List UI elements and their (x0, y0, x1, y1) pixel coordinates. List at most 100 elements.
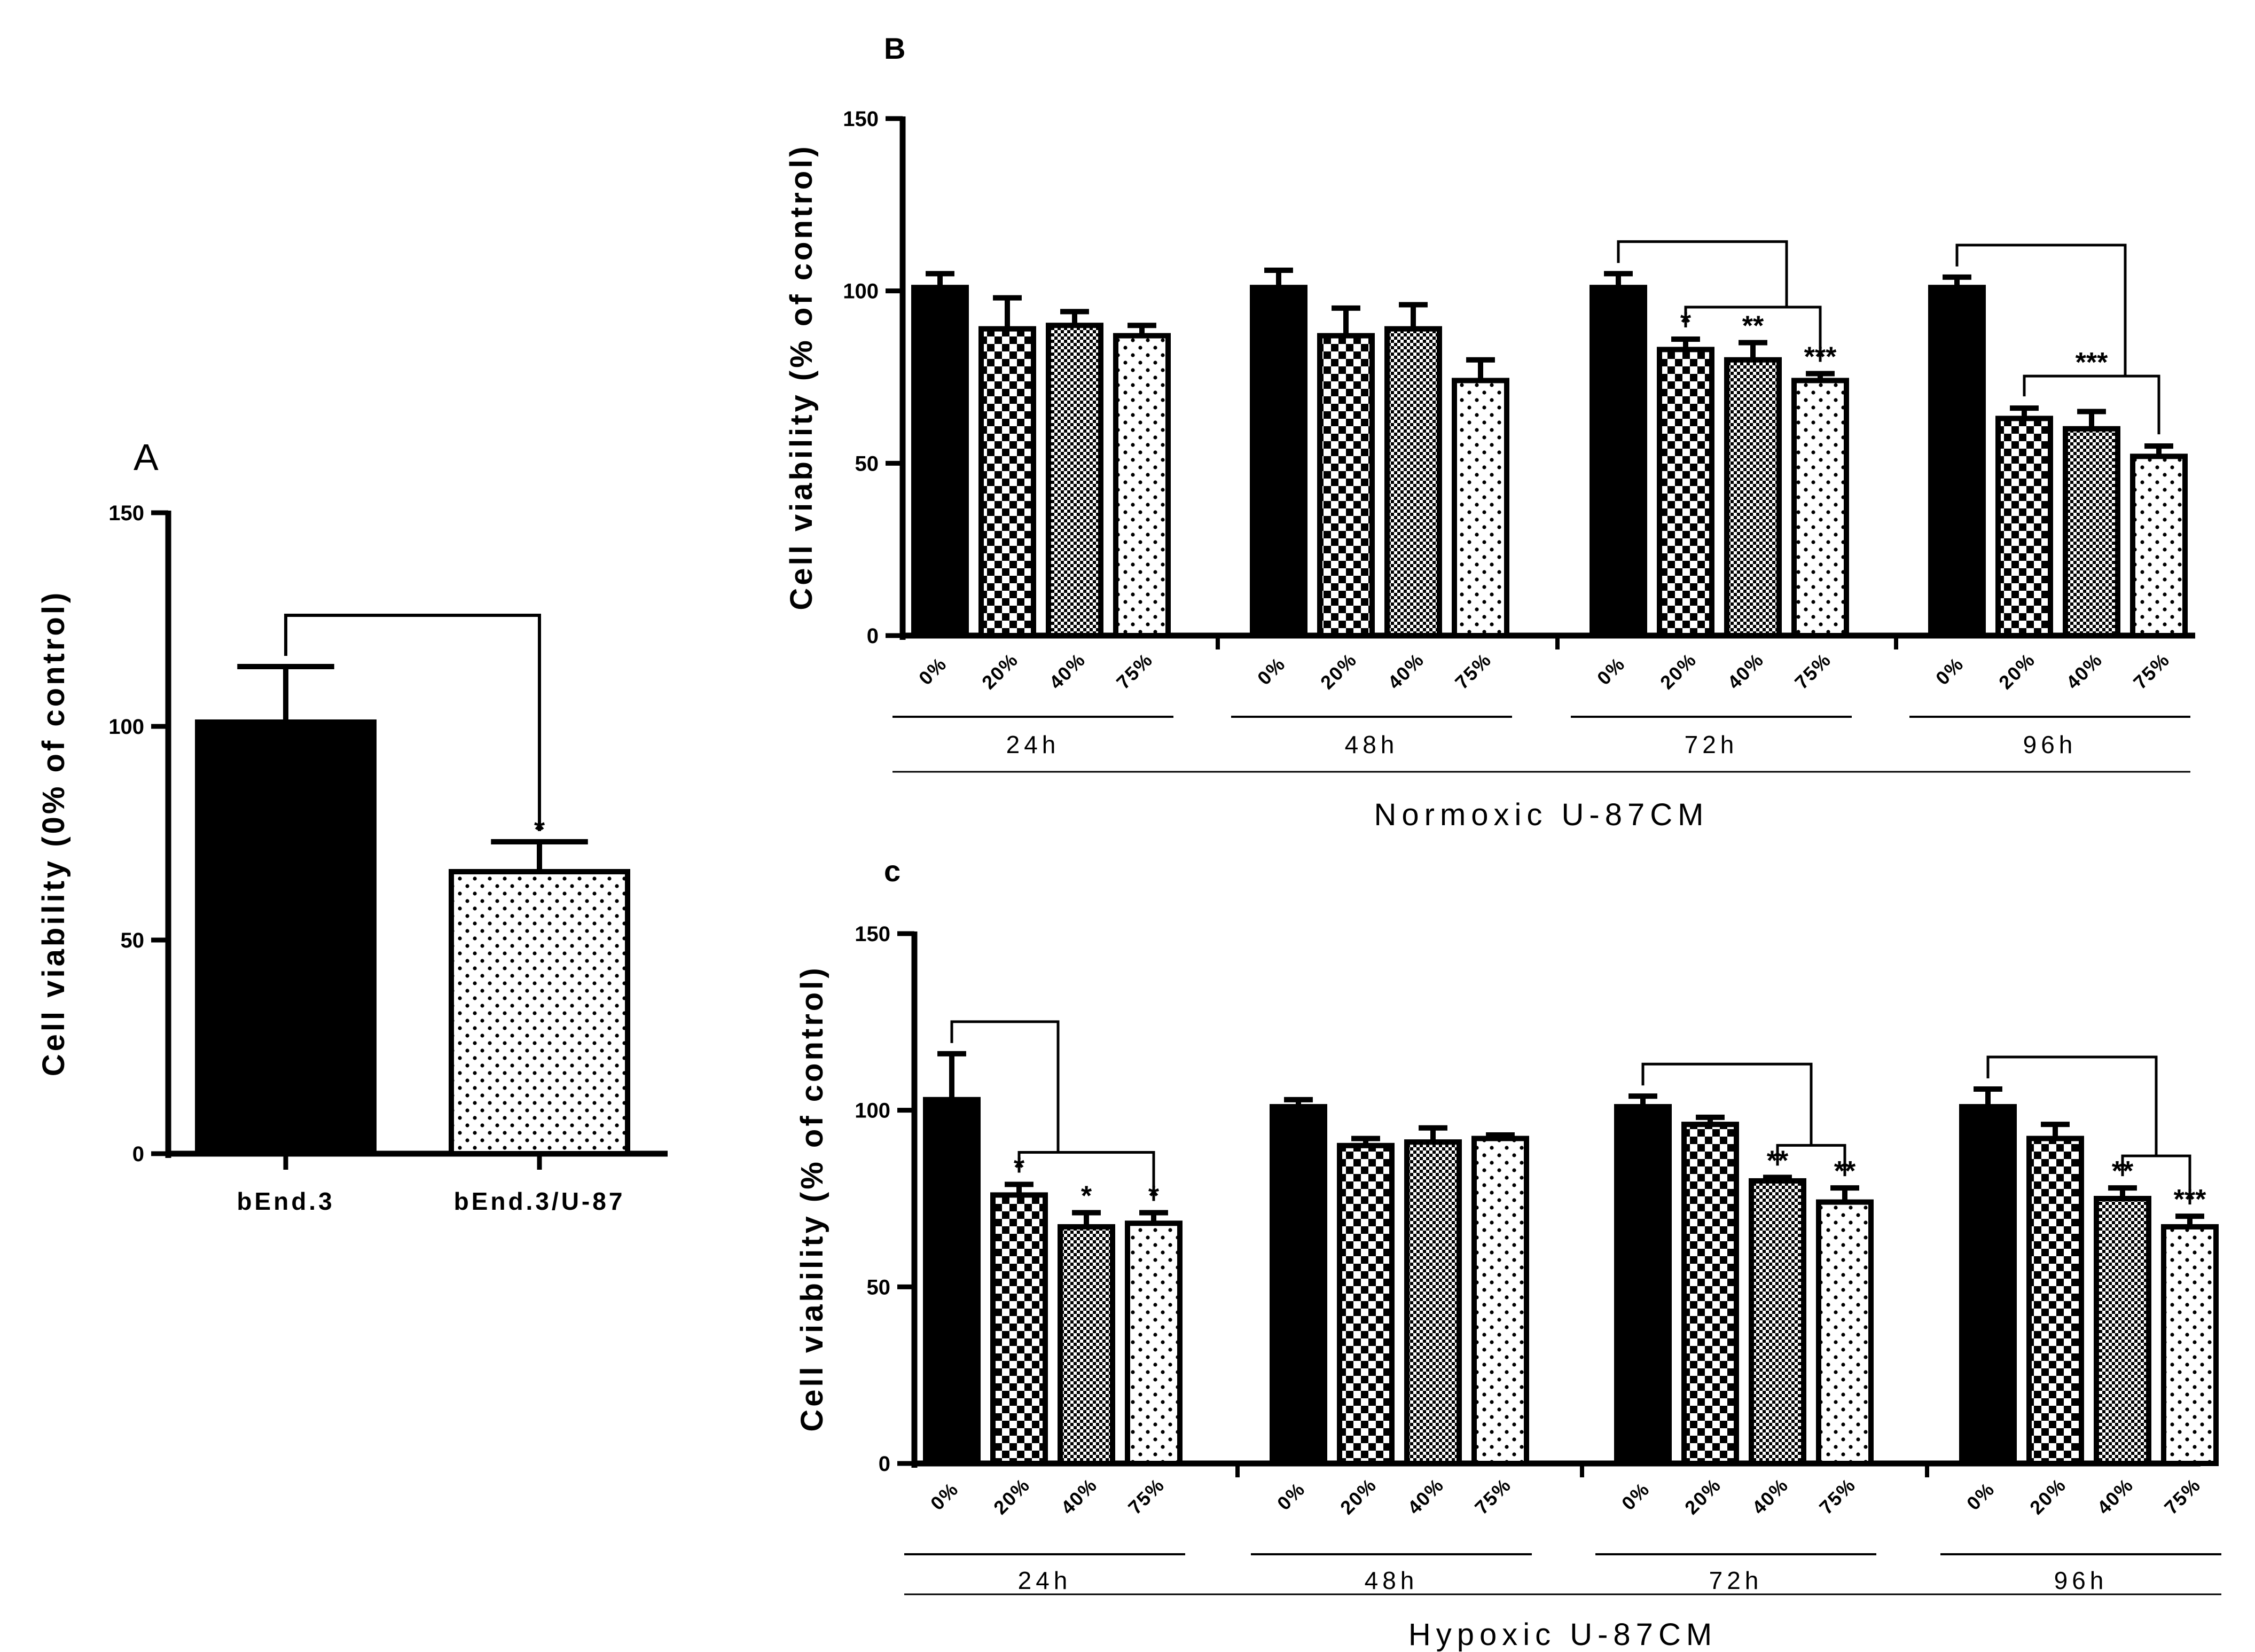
B-bar-72h-0% (1590, 285, 1647, 638)
C-xlabel-48h-2: 40% (1403, 1474, 1448, 1518)
B-condition-label: Normoxic U-87CM (1374, 797, 1709, 832)
B-bracket-outer-1 (1955, 244, 2127, 377)
C-bracket-inner-0 (1017, 1151, 1155, 1201)
C-xlabel-48h-0: 0% (1273, 1478, 1310, 1515)
B-ytick-label-150: 150 (843, 107, 879, 131)
B-xlabel-72h-3: 75% (1790, 648, 1835, 693)
C-bracket-inner-2 (2121, 1154, 2191, 1205)
B-xlabel-24h-3: 75% (1112, 648, 1157, 693)
C-bar-24h-20% (990, 1192, 1048, 1467)
C-bar-24h-75% (1125, 1220, 1183, 1466)
C-bar-48h-20% (1337, 1142, 1395, 1467)
C-ytick-label-50: 50 (867, 1275, 891, 1299)
panel-c-chart: 0 50 100 150 Cell viability (% of control) c 0… (795, 854, 2221, 1652)
B-xlabel-48h-3: 75% (1451, 648, 1495, 693)
A-panel-label: A (134, 436, 159, 478)
C-xlabel-24h-3: 75% (1124, 1474, 1169, 1518)
A-ytick-label-100: 100 (108, 715, 144, 739)
C-xlabel-96h-3: 75% (2160, 1474, 2205, 1518)
C-group-label-3: 96h (2054, 1567, 2108, 1594)
B-bar-24h-40% (1046, 323, 1103, 638)
A-ytick-label-0: 0 (132, 1142, 144, 1166)
B-bar-96h-40% (2063, 426, 2120, 638)
A-bar-1 (449, 869, 630, 1156)
B-bracket-label-1: *** (2076, 347, 2108, 378)
C-bar-24h-40% (1058, 1224, 1115, 1467)
C-xlabel-24h-0: 0% (926, 1478, 963, 1515)
B-bar-96h-20% (1995, 416, 2053, 638)
B-bar-24h-20% (978, 326, 1036, 638)
C-bar-96h-20% (2026, 1136, 2084, 1466)
B-bracket-inner-1 (2023, 374, 2160, 435)
C-bracket-outer-1 (1641, 1062, 1813, 1146)
B-ytick-label-50: 50 (855, 452, 879, 475)
B-xlabel-24h-1: 20% (977, 648, 1022, 693)
B-group-label-0: 24h (1006, 731, 1060, 758)
C-bracket-outer-2 (1986, 1055, 2158, 1156)
B-xlabel-72h-0: 0% (1593, 653, 1630, 690)
C-xlabel-24h-2: 40% (1056, 1474, 1101, 1518)
B-ytick-label-100: 100 (843, 280, 879, 303)
B-bar-24h-0% (911, 285, 969, 638)
C-bracket-outer-0 (950, 1020, 1060, 1153)
B-bar-48h-20% (1317, 333, 1375, 638)
C-panel-label: c (884, 854, 901, 888)
B-bar-72h-75% (1791, 378, 1849, 638)
B-group-label-2: 72h (1685, 731, 1739, 758)
C-ytick-label-150: 150 (855, 922, 890, 946)
B-ytick-label-0: 0 (867, 624, 879, 648)
B-xlabel-24h-0: 0% (914, 653, 951, 690)
C-xlabel-72h-1: 20% (1680, 1474, 1725, 1518)
A-bar-0 (195, 719, 377, 1156)
B-bar-72h-20% (1657, 347, 1714, 638)
C-bar-72h-40% (1749, 1178, 1806, 1466)
B-y-axis-label: Cell viability (% of control) (784, 144, 819, 610)
C-group-label-2: 72h (1709, 1567, 1763, 1594)
C-bar-96h-40% (2094, 1196, 2151, 1466)
A-category-label-0: bEnd.3 (237, 1187, 334, 1215)
B-xlabel-96h-0: 0% (1931, 653, 1968, 690)
C-group-label-1: 48h (1365, 1567, 1419, 1594)
C-bracket-inner-1 (1776, 1144, 1846, 1177)
B-group-label-3: 96h (2023, 731, 2077, 758)
B-bracket-inner-0 (1684, 306, 1822, 362)
C-bar-72h-20% (1681, 1122, 1739, 1467)
B-bar-96h-0% (1928, 285, 1986, 638)
C-bar-72h-0% (1614, 1104, 1672, 1466)
C-condition-label: Hypoxic U-87CM (1408, 1617, 1717, 1652)
B-bar-48h-0% (1250, 285, 1307, 638)
A-y-axis-label: Cell viability (0% of control) (36, 590, 71, 1077)
C-xlabel-72h-0: 0% (1617, 1478, 1654, 1515)
C-bar-48h-40% (1404, 1139, 1462, 1467)
B-bar-48h-75% (1452, 378, 1509, 638)
C-xlabel-96h-1: 20% (2025, 1474, 2070, 1518)
C-ytick-label-100: 100 (855, 1099, 890, 1123)
C-bar-24h-0% (923, 1097, 981, 1466)
C-bar-96h-0% (1959, 1104, 2017, 1466)
B-xlabel-24h-2: 40% (1045, 648, 1090, 693)
C-xlabel-96h-0: 0% (1962, 1478, 1999, 1515)
B-xlabel-48h-1: 20% (1316, 648, 1361, 693)
C-bar-48h-0% (1270, 1104, 1327, 1466)
C-xlabel-72h-2: 40% (1748, 1474, 1792, 1518)
panel-a-chart: 0 50 100 150 Cell viability (0% of control) A… (36, 436, 668, 1215)
B-star-72h-2: ** (1742, 310, 1764, 341)
B-xlabel-72h-1: 20% (1656, 648, 1701, 693)
B-xlabel-96h-3: 75% (2129, 648, 2174, 693)
C-star-24h-2: * (1081, 1180, 1092, 1211)
panel-b-chart: 0 50 100 150 Cell viability (% of control) B 0… (784, 32, 2195, 832)
B-panel-label: B (884, 32, 905, 65)
B-bracket-outer-0 (1617, 240, 1788, 308)
B-bar-96h-75% (2130, 453, 2188, 639)
B-xlabel-48h-2: 40% (1383, 648, 1428, 693)
C-y-axis-label: Cell viability (% of control) (795, 965, 829, 1431)
C-bar-96h-75% (2161, 1224, 2219, 1467)
B-xlabel-96h-1: 20% (1994, 648, 2039, 693)
B-bar-48h-40% (1384, 326, 1442, 638)
A-ytick-label-50: 50 (121, 929, 145, 952)
C-ytick-label-0: 0 (879, 1452, 890, 1476)
B-bar-72h-40% (1724, 357, 1782, 638)
C-xlabel-24h-1: 20% (989, 1474, 1034, 1518)
C-bar-48h-75% (1471, 1136, 1529, 1466)
